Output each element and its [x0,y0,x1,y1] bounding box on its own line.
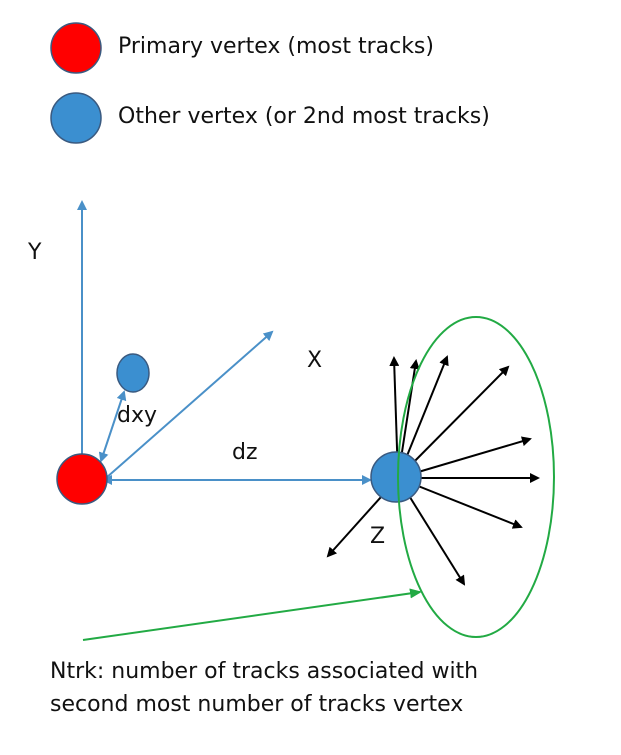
z-axis-label: Z [370,524,386,549]
displaced-vertex [116,353,150,393]
dxy-label: dxy [117,403,158,428]
other-vertex-legend-label: Other vertex (or 2nd most tracks) [118,104,490,129]
primary-vertex-legend-label: Primary vertex (most tracks) [118,34,434,59]
x-axis-label: X [307,348,323,373]
track-ellipse [397,316,555,638]
track-arrows [326,355,540,586]
ntrk-caption-line-1: Ntrk: number of tracks associated with [50,659,479,684]
ntrk-pointer-arrow [82,588,422,641]
x-axis-arrow [105,330,274,479]
ntrk-caption: Ntrk: number of tracks associated with s… [50,655,610,721]
dz-label: dz [232,440,258,465]
dxy-arrow [98,390,127,463]
other-vertex-legend-marker [50,92,102,144]
primary-vertex-legend-marker [50,22,102,74]
other-vertex [370,451,422,503]
ntrk-caption-line-2: second most number of tracks vertex [50,692,464,717]
primary-vertex [56,453,108,505]
y-axis-label: Y [28,240,42,265]
